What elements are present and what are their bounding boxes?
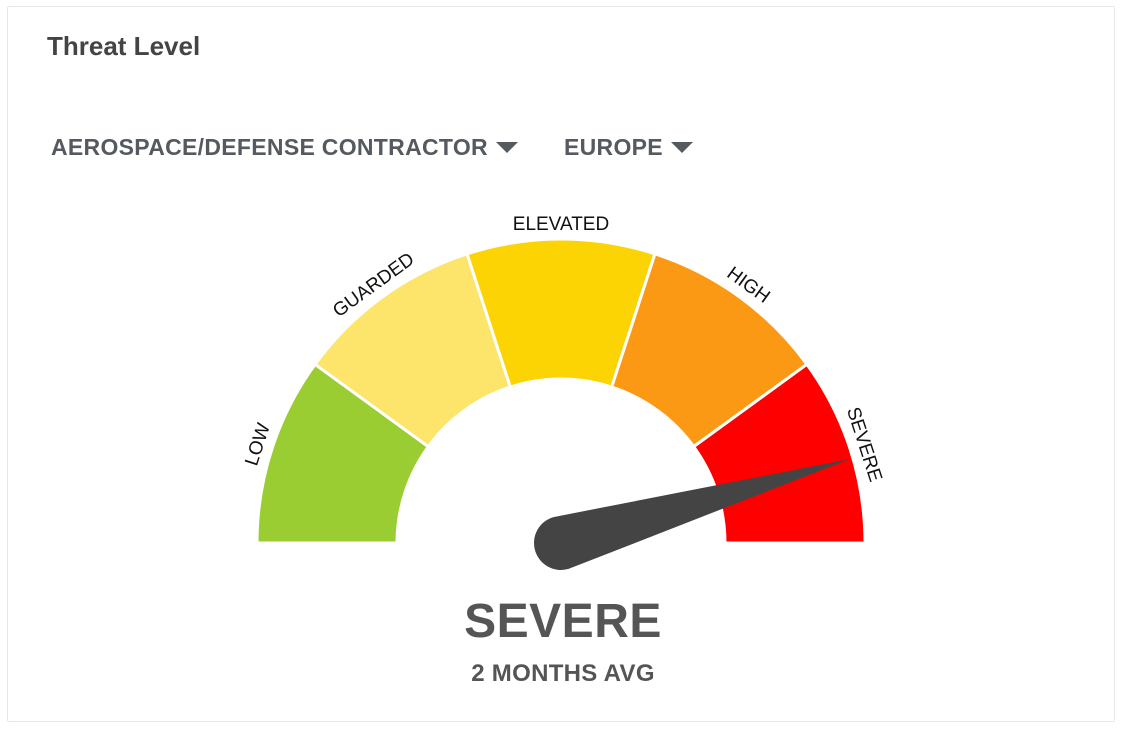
region-dropdown-label: EUROPE bbox=[564, 134, 663, 160]
gauge-value-label: SEVERE bbox=[464, 595, 662, 648]
card-title: Threat Level bbox=[47, 31, 201, 61]
gauge-label-elevated: ELEVATED bbox=[513, 214, 609, 235]
chevron-down-icon bbox=[670, 142, 693, 153]
sector-dropdown[interactable]: AEROSPACE/DEFENSE CONTRACTOR bbox=[51, 134, 518, 161]
region-dropdown[interactable]: EUROPE bbox=[564, 134, 693, 161]
chevron-down-icon bbox=[495, 142, 518, 153]
gauge-needle bbox=[534, 459, 850, 570]
sector-dropdown-label: AEROSPACE/DEFENSE CONTRACTOR bbox=[51, 134, 488, 160]
gauge-caption: 2 MONTHS AVG bbox=[471, 660, 655, 687]
